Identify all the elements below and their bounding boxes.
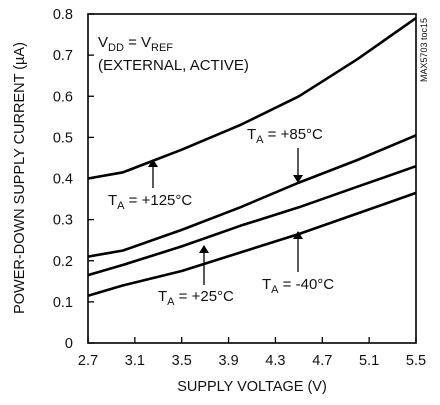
y-tick-label: 0.6	[53, 89, 73, 105]
x-tick-label: 5.5	[406, 353, 426, 369]
series-label-85c: TA = +85°C	[247, 126, 323, 146]
x-tick-label: 5.1	[359, 353, 379, 369]
series-line-minus40c	[87, 191, 417, 297]
series-line-85c	[87, 134, 417, 258]
series-line-25c	[87, 164, 417, 277]
x-tick-label: 3.9	[218, 353, 238, 369]
y-tick-label: 0.8	[53, 7, 73, 23]
y-tick-label: 0.5	[53, 130, 73, 146]
condition-line2: (EXTERNAL, ACTIVE)	[98, 57, 249, 74]
series-lines	[87, 17, 417, 297]
series-label-minus40c: TA = -40°C	[262, 276, 334, 296]
y-tick-label: 0.4	[53, 172, 73, 188]
condition-line1: VDD = VREF	[98, 34, 173, 54]
y-tick-label: 0.2	[53, 254, 73, 270]
y-tick-label: 0.1	[53, 295, 73, 311]
y-axis-title: POWER-DOWN SUPPLY CURRENT (µA)	[12, 42, 28, 314]
x-tick-label: 3.5	[172, 353, 192, 369]
y-tick-label: 0	[65, 336, 73, 352]
y-tick-label: 0.3	[53, 213, 73, 229]
series-label-25c: TA = +25°C	[158, 288, 234, 308]
x-tick-label: 3.1	[125, 353, 145, 369]
series-line-125c	[87, 17, 417, 180]
series-label-125c: TA = +125°C	[108, 192, 192, 212]
x-tick-label: 4.7	[312, 353, 332, 369]
y-tick-label: 0.7	[53, 48, 73, 64]
x-tick-label: 2.7	[78, 353, 98, 369]
side-label: MAX5703 toc15	[419, 18, 429, 82]
x-tick-label: 4.3	[265, 353, 285, 369]
axis-tick-labels: 2.7 3.1 3.5 3.9 4.3 4.7 5.1 5.5 0 0.1 0.2 0.3 0.4 0.5…	[53, 7, 426, 369]
x-axis-title: SUPPLY VOLTAGE (V)	[177, 379, 327, 395]
